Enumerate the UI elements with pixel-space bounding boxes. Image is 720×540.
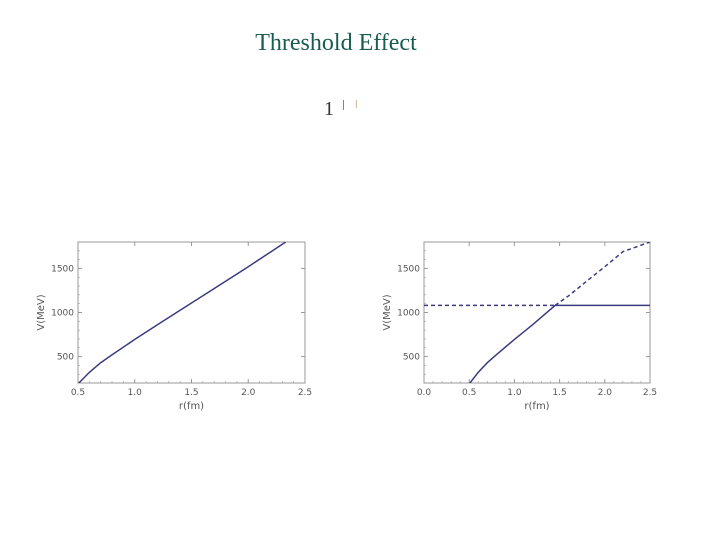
y-tick-label: 500	[57, 353, 74, 363]
chart-right-svg: 0.0 0.5 1.0 1.5 2.0 2.5 500 1000 1500 r(fm) V(MeV)	[382, 241, 657, 412]
y-tick-label: 500	[403, 353, 420, 363]
series-line	[468, 304, 650, 383]
slide-title: Threshold Effect	[255, 30, 417, 56]
x-tick-label: 1.0	[128, 388, 143, 398]
formula-mark	[356, 100, 357, 108]
y-axis-label: V(MeV)	[382, 294, 393, 330]
formula-fragment: 1	[324, 98, 334, 120]
x-tick-label: 0.0	[417, 388, 432, 398]
x-axis-label: r(fm)	[179, 401, 204, 412]
x-tick-label: 1.5	[184, 388, 198, 398]
chart-left: 0.5 1.0 1.5 2.0 2.5 500 1000 1500 r(fm) V(MeV)	[30, 230, 320, 430]
x-tick-label: 2.0	[241, 388, 256, 398]
x-tick-label: 2.0	[598, 388, 613, 398]
x-tick-label: 2.5	[298, 388, 312, 398]
x-axis-label: r(fm)	[524, 401, 549, 412]
y-tick-label: 1500	[397, 264, 420, 274]
plot-frame	[423, 241, 651, 384]
x-tick-label: 1.0	[507, 388, 522, 398]
chart-right: 0.0 0.5 1.0 1.5 2.0 2.5 500 1000 1500 r(fm) V(MeV)	[370, 230, 660, 430]
x-tick-label: 0.5	[71, 388, 85, 398]
y-tick-label: 1000	[397, 309, 420, 319]
y-tick-label: 1000	[51, 309, 74, 319]
x-tick-label: 2.5	[643, 388, 657, 398]
x-tick-label: 1.5	[552, 388, 566, 398]
formula-mark	[343, 100, 344, 110]
y-tick-label: 1500	[51, 264, 74, 274]
x-tick-label: 0.5	[462, 388, 476, 398]
series-line-dashed	[554, 242, 650, 307]
plot-frame	[77, 241, 306, 384]
chart-left-svg: 0.5 1.0 1.5 2.0 2.5 500 1000 1500 r(fm) V(MeV)	[36, 241, 312, 412]
series-line	[78, 242, 287, 383]
y-axis-label: V(MeV)	[36, 294, 47, 330]
